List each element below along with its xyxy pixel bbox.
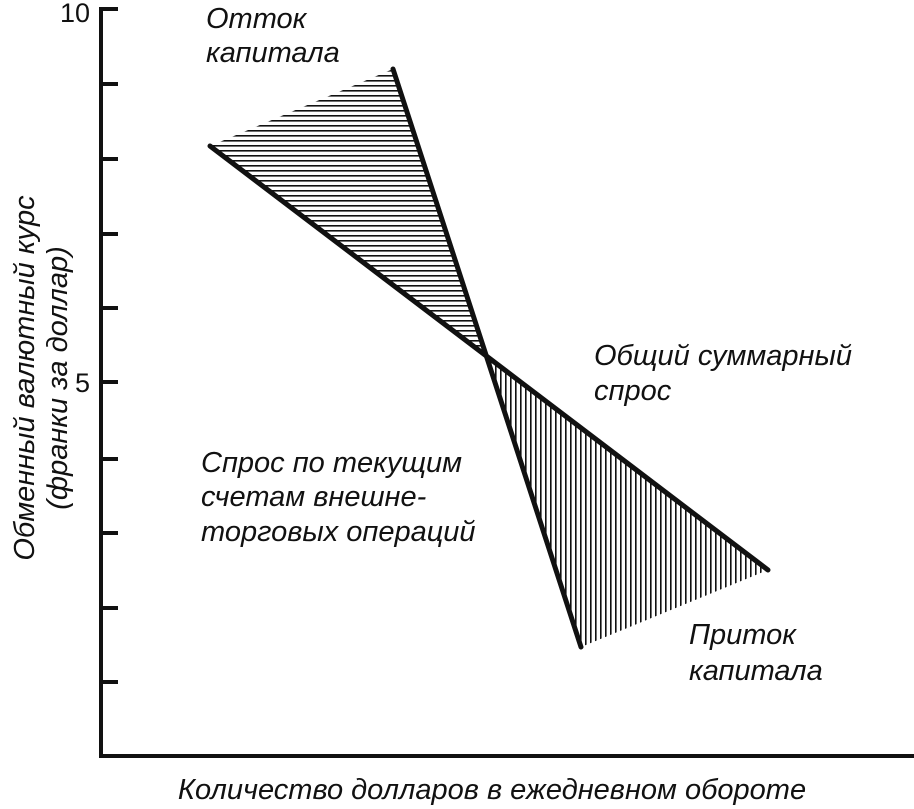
total-demand-label-line1: Общий суммарный bbox=[594, 340, 852, 372]
y-tick-label-5: 5 bbox=[75, 368, 90, 398]
y-axis-title-line1: Обменный валютный курс bbox=[9, 195, 41, 561]
capital-outflow-area bbox=[210, 69, 487, 359]
capital-inflow-label-line1: Приток bbox=[689, 619, 797, 651]
total-demand-line bbox=[390, 66, 584, 650]
y-axis-title-line2: (франки за доллар) bbox=[42, 246, 74, 509]
current-account-label-line1: Спрос по текущим bbox=[201, 447, 462, 479]
y-axis-ticks bbox=[101, 7, 118, 684]
capital-outflow-label-line1: Отток bbox=[206, 3, 308, 35]
total-demand-label-line2: спрос bbox=[594, 375, 672, 407]
x-axis-title: Количество долларов в ежедневном обороте bbox=[178, 774, 806, 806]
current-account-label-line2: счетам внешне- bbox=[201, 481, 426, 513]
capital-outflow-label-line2: капитала bbox=[206, 37, 340, 69]
capital-inflow-area bbox=[487, 359, 768, 647]
capital-inflow-label-line2: капитала bbox=[689, 655, 823, 687]
y-tick-label-10: 10 bbox=[60, 0, 90, 28]
current-account-label-line3: торговых операций bbox=[201, 516, 476, 548]
y-axis-title: Обменный валютный курс (франки за доллар… bbox=[9, 195, 74, 561]
